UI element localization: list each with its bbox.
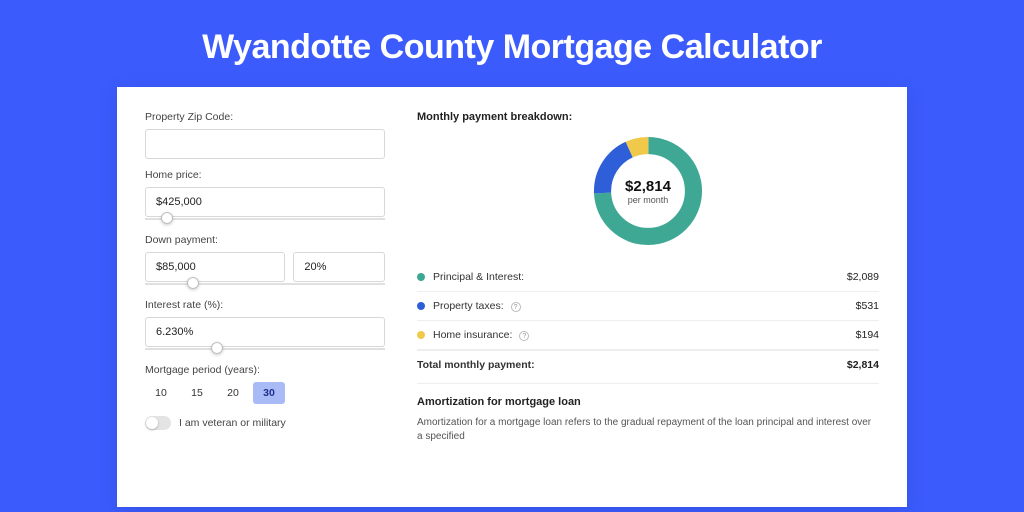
period-option-20[interactable]: 20	[217, 382, 249, 404]
legend-row-principal: Principal & Interest: $2,089	[417, 263, 879, 292]
legend-dot-principal	[417, 273, 425, 281]
donut-center: $2,814 per month	[588, 131, 708, 251]
slider-track-line	[145, 218, 385, 220]
breakdown-column: Monthly payment breakdown: $2,814 per mo…	[417, 111, 879, 507]
help-icon[interactable]: ?	[511, 302, 521, 312]
form-column: Property Zip Code: Home price: Down paym…	[145, 111, 385, 507]
page-title: Wyandotte County Mortgage Calculator	[0, 0, 1024, 87]
down-payment-slider-thumb[interactable]	[187, 277, 199, 289]
legend-label-insurance-text: Home insurance:	[433, 329, 512, 341]
legend-label-insurance: Home insurance: ?	[433, 329, 856, 341]
down-payment-label: Down payment:	[145, 234, 385, 246]
amortization-text: Amortization for a mortgage loan refers …	[417, 416, 879, 444]
home-price-slider-thumb[interactable]	[161, 212, 173, 224]
mortgage-period-options: 10 15 20 30	[145, 382, 385, 404]
legend-value-taxes: $531	[856, 300, 879, 312]
slider-track-line	[145, 348, 385, 350]
amortization-title: Amortization for mortgage loan	[417, 396, 879, 408]
home-price-input[interactable]	[145, 187, 385, 217]
donut-chart-wrap: $2,814 per month	[417, 131, 879, 251]
legend-dot-insurance	[417, 331, 425, 339]
down-payment-percent-input[interactable]	[293, 252, 385, 282]
legend-dot-taxes	[417, 302, 425, 310]
legend-row-insurance: Home insurance: ? $194	[417, 321, 879, 350]
help-icon[interactable]: ?	[519, 331, 529, 341]
legend-value-insurance: $194	[856, 329, 879, 341]
down-payment-amount-input[interactable]	[145, 252, 285, 282]
donut-sub-label: per month	[628, 195, 669, 205]
legend-label-taxes: Property taxes: ?	[433, 300, 856, 312]
interest-rate-label: Interest rate (%):	[145, 299, 385, 311]
interest-rate-group: Interest rate (%):	[145, 299, 385, 354]
zip-input[interactable]	[145, 129, 385, 159]
total-value: $2,814	[847, 359, 879, 371]
period-option-15[interactable]: 15	[181, 382, 213, 404]
home-price-group: Home price:	[145, 169, 385, 224]
amortization-section: Amortization for mortgage loan Amortizat…	[417, 383, 879, 444]
interest-rate-slider-thumb[interactable]	[211, 342, 223, 354]
veteran-toggle-row: I am veteran or military	[145, 416, 385, 430]
legend-value-principal: $2,089	[847, 271, 879, 283]
period-option-10[interactable]: 10	[145, 382, 177, 404]
legend-label-taxes-text: Property taxes:	[433, 300, 504, 312]
interest-rate-input[interactable]	[145, 317, 385, 347]
total-label: Total monthly payment:	[417, 359, 847, 371]
slider-track-line	[145, 283, 385, 285]
mortgage-period-group: Mortgage period (years): 10 15 20 30	[145, 364, 385, 404]
home-price-label: Home price:	[145, 169, 385, 181]
down-payment-group: Down payment:	[145, 234, 385, 289]
interest-rate-slider[interactable]	[145, 344, 385, 354]
calculator-card: Property Zip Code: Home price: Down paym…	[117, 87, 907, 507]
home-price-slider[interactable]	[145, 214, 385, 224]
legend-row-taxes: Property taxes: ? $531	[417, 292, 879, 321]
donut-total-value: $2,814	[625, 178, 671, 195]
breakdown-title: Monthly payment breakdown:	[417, 111, 879, 123]
down-payment-slider[interactable]	[145, 279, 385, 289]
legend-label-principal: Principal & Interest:	[433, 271, 847, 283]
zip-field-group: Property Zip Code:	[145, 111, 385, 159]
zip-label: Property Zip Code:	[145, 111, 385, 123]
period-option-30[interactable]: 30	[253, 382, 285, 404]
total-row: Total monthly payment: $2,814	[417, 350, 879, 381]
donut-chart: $2,814 per month	[588, 131, 708, 251]
veteran-toggle[interactable]	[145, 416, 171, 430]
veteran-toggle-label: I am veteran or military	[179, 417, 286, 429]
mortgage-period-label: Mortgage period (years):	[145, 364, 385, 376]
